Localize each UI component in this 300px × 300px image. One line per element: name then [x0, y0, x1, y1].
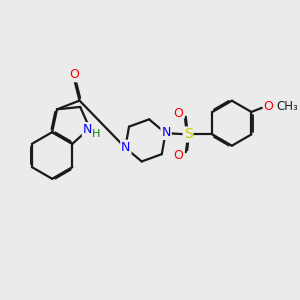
- Text: O: O: [173, 107, 183, 120]
- Text: H: H: [92, 129, 100, 139]
- Text: O: O: [70, 68, 80, 81]
- Text: N: N: [121, 141, 130, 154]
- Text: O: O: [173, 148, 183, 161]
- Text: N: N: [161, 126, 171, 139]
- Text: S: S: [184, 128, 192, 142]
- Text: O: O: [263, 100, 273, 113]
- Text: CH₃: CH₃: [276, 100, 298, 113]
- Text: N: N: [83, 123, 92, 136]
